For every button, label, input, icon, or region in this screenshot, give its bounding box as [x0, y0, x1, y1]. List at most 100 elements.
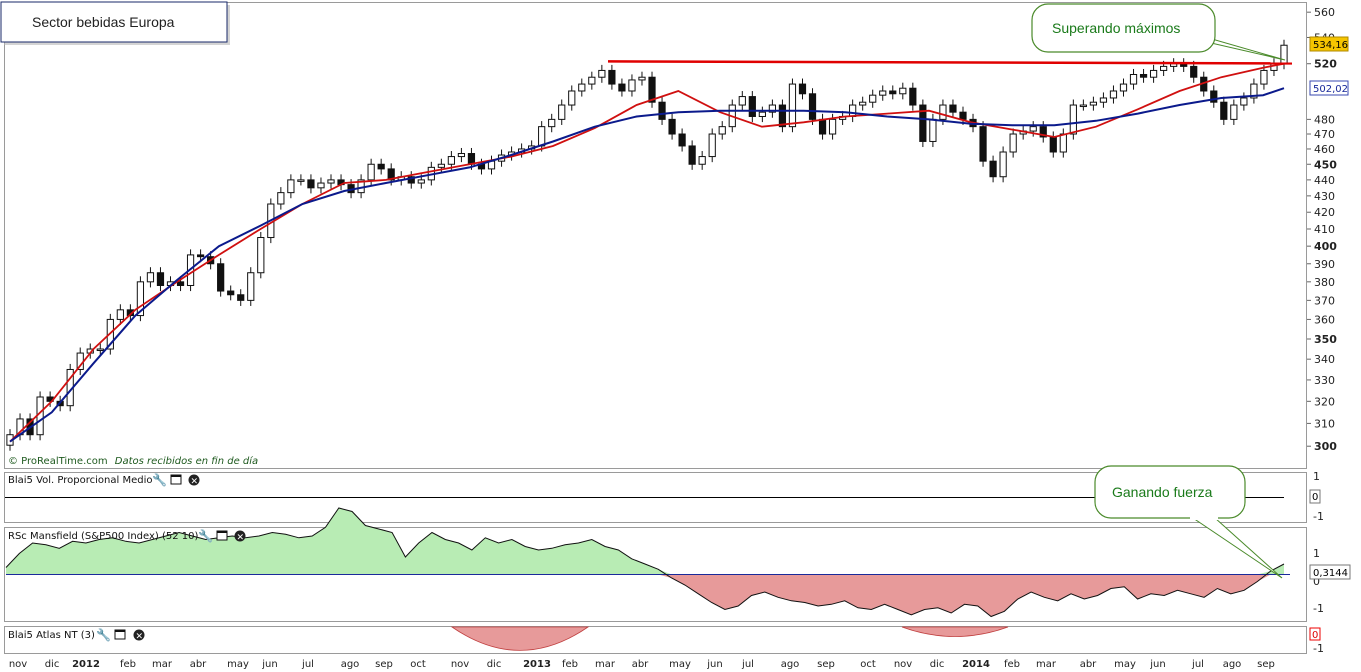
- volume-value-tag: 0: [1312, 492, 1318, 503]
- price-tick-label: 320: [1314, 395, 1335, 408]
- rs-panel-frame: [4, 527, 1307, 622]
- callout-price-text: Superando máximos: [1052, 20, 1180, 36]
- rs-negative-area: [6, 574, 1284, 617]
- candle-body: [1029, 126, 1037, 132]
- callout-ganando-fuerza: Ganando fuerza: [1094, 465, 1283, 579]
- time-axis-label: dic: [45, 659, 60, 670]
- price-tick-label: 420: [1314, 206, 1335, 219]
- time-axis-label: may: [227, 659, 249, 670]
- time-axis-label: oct: [860, 659, 876, 670]
- close-icon[interactable]: [234, 530, 246, 542]
- time-axis-label: may: [1114, 659, 1136, 670]
- time-axis-label: 2013: [523, 659, 551, 670]
- chart-title-box: Sector bebidas Europa: [0, 1, 230, 45]
- candle-body: [578, 83, 586, 92]
- candle-body: [447, 156, 455, 165]
- candle-body: [758, 111, 766, 117]
- time-axis-label: sep: [375, 659, 393, 670]
- candle-body: [277, 192, 285, 205]
- candle-body: [808, 93, 817, 120]
- candle-body: [1149, 69, 1158, 78]
- candle-body: [548, 118, 556, 128]
- candle-body: [156, 272, 165, 286]
- volume-tick-top: 1: [1313, 470, 1320, 483]
- candle-body: [698, 156, 706, 165]
- candle-body: [538, 126, 546, 147]
- candle-body: [257, 237, 265, 274]
- candle-body: [116, 309, 124, 320]
- candle-body: [1220, 101, 1228, 120]
- candle-body: [889, 90, 897, 95]
- resistance-line-segment: [607, 60, 1293, 65]
- candle-body: [247, 272, 255, 301]
- candle-body: [618, 83, 626, 92]
- rs-tick-bottom: -1: [1313, 602, 1324, 615]
- candle-body: [1119, 83, 1128, 92]
- close-icon[interactable]: [133, 629, 145, 641]
- credit-source: © ProRealTime.com: [8, 456, 108, 467]
- candle-body: [217, 263, 225, 292]
- candle-body: [828, 118, 837, 135]
- price-tick-label: 470: [1314, 128, 1335, 141]
- time-axis-label: ago: [1223, 659, 1242, 670]
- time-axis-label: 2014: [962, 659, 990, 670]
- candle-body: [979, 126, 987, 162]
- candle-body: [96, 348, 104, 352]
- candle-body: [136, 281, 145, 317]
- candle-body: [818, 118, 827, 135]
- volume-panel-frame: [4, 472, 1307, 523]
- price-tick-label: 300: [1314, 440, 1337, 453]
- candle-body: [778, 104, 787, 128]
- price-tick-label: 520: [1314, 58, 1337, 71]
- candle-body: [1210, 90, 1218, 103]
- price-tick-label: 400: [1314, 240, 1337, 253]
- candle-body: [457, 153, 466, 158]
- time-axis-label: mar: [1036, 659, 1057, 670]
- price-tick-label: 330: [1314, 374, 1335, 387]
- candle-body: [367, 163, 375, 181]
- candle-body: [798, 83, 807, 95]
- candle-body: [307, 179, 315, 189]
- atlas-negative-area: [901, 626, 1009, 637]
- candle-body: [1190, 65, 1198, 78]
- candle-body: [658, 101, 666, 120]
- candle-body: [929, 118, 937, 142]
- candle-body: [668, 118, 676, 135]
- time-axis-label: sep: [1257, 659, 1275, 670]
- time-axis-label: dic: [487, 659, 502, 670]
- candle-body: [678, 133, 686, 147]
- wrench-icon[interactable]: 🔧: [152, 472, 167, 487]
- ma-tag-text: 502,02: [1313, 84, 1348, 95]
- candle-body: [1160, 65, 1168, 71]
- price-panel-frame: [4, 2, 1307, 469]
- time-axis-label: nov: [451, 659, 469, 670]
- price-tick-label: 350: [1314, 333, 1337, 346]
- candle-body: [648, 76, 656, 103]
- close-icon[interactable]: [188, 474, 200, 486]
- candle-body: [1039, 126, 1047, 138]
- close-tag-text: 534,16: [1313, 40, 1348, 51]
- candle-body: [287, 179, 295, 194]
- rs-area: [5, 507, 1290, 618]
- price-tick-label: 430: [1314, 190, 1335, 203]
- candle-body: [638, 76, 646, 81]
- candle-body: [788, 83, 797, 128]
- price-tick-label: 390: [1314, 258, 1335, 271]
- ma-value-tag: 502,02: [1309, 80, 1349, 96]
- wrench-icon[interactable]: 🔧: [198, 528, 213, 543]
- candle-body: [1069, 104, 1077, 135]
- wrench-icon[interactable]: 🔧: [96, 627, 111, 642]
- time-axis-label: abr: [190, 659, 207, 670]
- price-tick-label: 310: [1314, 417, 1335, 430]
- time-axis-label: jun: [706, 659, 722, 670]
- candle-body: [869, 94, 877, 103]
- candle-body: [718, 126, 726, 135]
- atlas-tick-bottom: -1: [1313, 642, 1324, 655]
- candle-body: [748, 96, 756, 117]
- candle-body: [196, 254, 205, 258]
- price-tick-label: 560: [1314, 6, 1335, 19]
- time-axis-label: may: [669, 659, 691, 670]
- time-axis-label: feb: [120, 659, 136, 670]
- atlas-panel-title: Blai5 Atlas NT (3): [8, 630, 95, 641]
- candle-body: [1059, 133, 1067, 153]
